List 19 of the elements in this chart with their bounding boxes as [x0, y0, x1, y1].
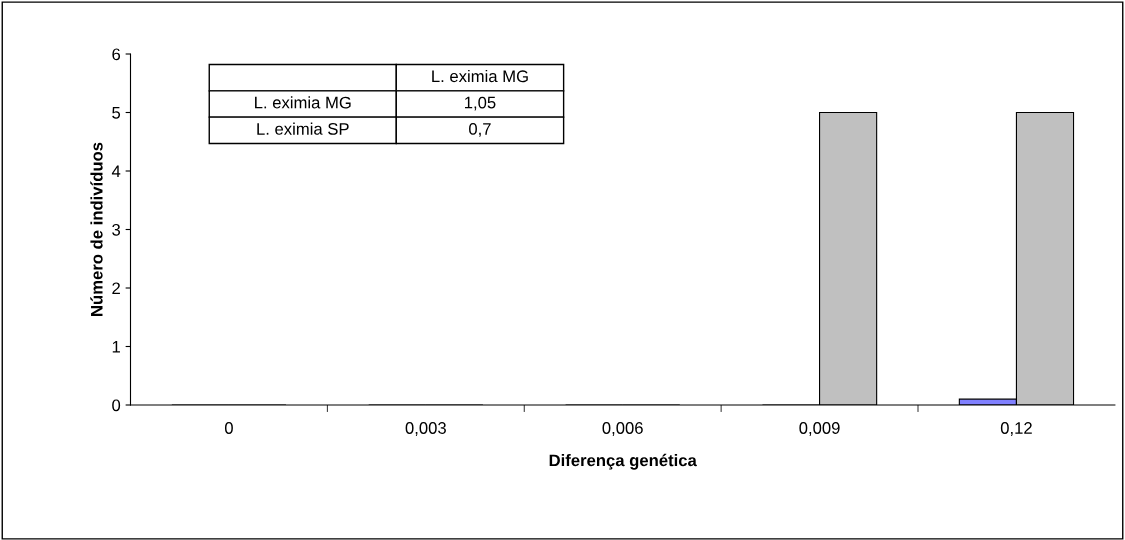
- y-tick-label: 1: [112, 341, 120, 353]
- annotation: 1,05: [465, 96, 496, 111]
- annotation: L. eximia MG: [255, 96, 351, 109]
- x-axis-title: Diferença genética: [549, 453, 697, 470]
- annotation: L. eximia MG: [432, 69, 528, 83]
- y-axis-title: Número de indivíduos: [90, 142, 103, 316]
- x-tick-label: 0,006: [602, 422, 643, 436]
- x-tick-label: 0,009: [799, 422, 840, 436]
- annotation: 0,7: [469, 123, 491, 137]
- annotation: L. eximia SP: [257, 122, 349, 135]
- y-tick-label: 2: [112, 282, 120, 295]
- y-tick-label: 6: [112, 48, 121, 61]
- x-tick-label: 0,003: [405, 422, 446, 436]
- y-tick-label: 4: [111, 165, 121, 178]
- y-tick-label: 5: [112, 107, 121, 119]
- x-tick-label: 0: [224, 422, 233, 434]
- y-tick-label: 0: [112, 399, 121, 412]
- y-tick-label: 3: [112, 223, 121, 236]
- x-tick-label: 0,12: [1000, 422, 1032, 436]
